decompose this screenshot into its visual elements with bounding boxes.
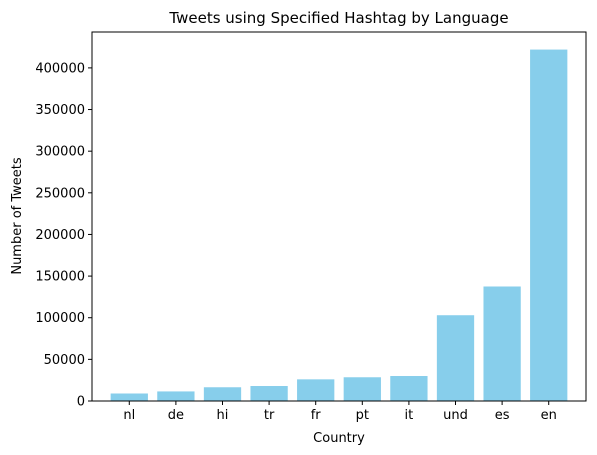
x-tick-label: en	[541, 408, 557, 423]
x-tick-label: tr	[264, 408, 275, 423]
bar-nl	[110, 393, 148, 401]
y-tick-label: 50000	[44, 353, 85, 368]
bar-en	[530, 49, 568, 401]
x-tick-label: pt	[356, 408, 369, 423]
y-tick-label: 150000	[35, 270, 85, 285]
bars	[110, 49, 568, 401]
bar-hi	[203, 387, 242, 401]
chart-title: Tweets using Specified Hashtag by Langua…	[168, 9, 508, 27]
x-tick-label: es	[495, 408, 510, 423]
x-tick-label: nl	[123, 408, 135, 423]
x-axis-label: Country	[313, 431, 365, 446]
bar-es	[483, 286, 521, 401]
bar-it	[390, 376, 428, 401]
bar-tr	[250, 386, 288, 401]
bar-fr	[297, 379, 335, 401]
y-tick-label: 400000	[35, 61, 85, 76]
x-tick-label: und	[443, 408, 468, 423]
bar-und	[436, 315, 475, 401]
y-tick-label: 350000	[35, 103, 85, 118]
y-tick-label: 300000	[35, 145, 85, 160]
x-tick-label: de	[168, 408, 184, 423]
y-tick-label: 0	[77, 395, 85, 410]
y-tick-label: 200000	[35, 228, 85, 243]
x-tick-label: it	[405, 408, 414, 423]
bar-pt	[343, 377, 381, 401]
y-axis-label: Number of Tweets	[10, 157, 25, 275]
x-axis-ticks: nl de hi tr fr pt it und es en	[123, 401, 557, 423]
y-tick-label: 100000	[35, 311, 85, 326]
y-tick-label: 250000	[35, 186, 85, 201]
bar-de	[157, 391, 195, 401]
plot-frame	[91, 31, 587, 402]
x-tick-label: fr	[311, 408, 322, 423]
x-tick-label: hi	[217, 408, 229, 423]
y-axis-ticks: 0 50000 100000 150000 200000 250000 300000 3500…	[35, 61, 92, 410]
